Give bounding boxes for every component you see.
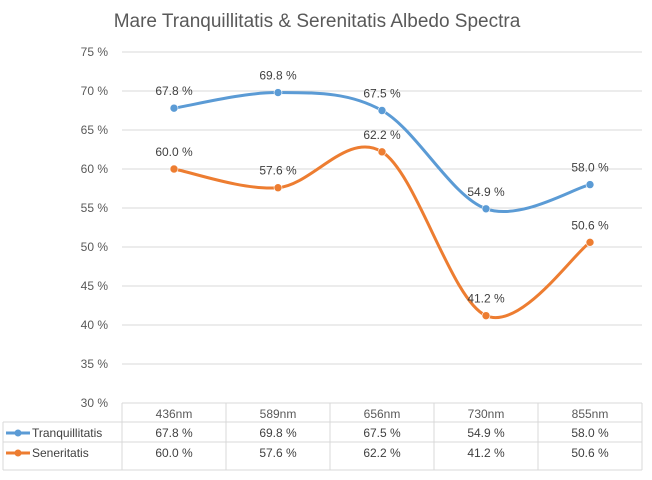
series-line-seneritatis [172, 145, 592, 320]
point-tranquillitatis-855nm [585, 180, 595, 189]
point-seneritatis-436nm [169, 164, 179, 174]
table-cell-seneritatis-436nm: 60.0 % [155, 446, 193, 460]
y-tick-label-35: 35 % [81, 357, 109, 371]
table-cell-tranquillitatis-730nm: 54.9 % [467, 426, 505, 440]
legend-key-marker-tranquillitatis [14, 429, 22, 437]
legend-label-seneritatis: Seneritatis [32, 446, 89, 460]
point-tranquillitatis-589nm [273, 88, 283, 97]
legend-key-marker-seneritatis [14, 449, 22, 457]
y-axis: 30 % 35 % 40 % 45 % 50 % 55 % 60 % 65 % 70 % 75 % [81, 45, 109, 410]
data-label-tranquillitatis-589nm: 69.8 % [259, 69, 297, 83]
table-cell-tranquillitatis-855nm: 58.0 % [571, 426, 609, 440]
point-seneritatis-855nm [585, 238, 595, 247]
gridlines [122, 51, 642, 365]
y-tick-label-75: 75 % [81, 45, 109, 59]
y-tick-label-55: 55 % [81, 201, 109, 215]
y-tick-label-60: 60 % [81, 162, 109, 176]
data-label-seneritatis-730nm: 41.2 % [467, 292, 505, 306]
x-tick-label-730nm: 730nm [468, 407, 505, 421]
table-cell-seneritatis-656nm: 62.2 % [363, 446, 401, 460]
data-points [169, 88, 595, 320]
y-tick-label-40: 40 % [81, 318, 109, 332]
data-label-seneritatis-855nm: 50.6 % [571, 218, 609, 232]
x-tick-label-589nm: 589nm [260, 407, 297, 421]
table-cell-tranquillitatis-436nm: 67.8 % [155, 426, 193, 440]
data-label-tranquillitatis-855nm: 58.0 % [571, 161, 609, 175]
x-tick-label-656nm: 656nm [364, 407, 401, 421]
y-tick-label-30: 30 % [81, 396, 109, 410]
point-seneritatis-656nm [377, 147, 387, 157]
table-cell-seneritatis-730nm: 41.2 % [467, 446, 505, 460]
series-lines [172, 91, 592, 320]
data-labels: 67.8 % 69.8 % 67.5 % 54.9 % 58.0 % 60.0 % 57.6… [155, 69, 609, 306]
y-tick-label-65: 65 % [81, 123, 109, 137]
data-label-seneritatis-436nm: 60.0 % [155, 145, 193, 159]
x-tick-label-855nm: 855nm [572, 407, 609, 421]
table-cell-seneritatis-855nm: 50.6 % [571, 446, 609, 460]
data-label-tranquillitatis-730nm: 54.9 % [467, 185, 505, 199]
point-seneritatis-589nm [273, 183, 283, 193]
table-cell-tranquillitatis-656nm: 67.5 % [363, 426, 401, 440]
table-cell-tranquillitatis-589nm: 69.8 % [259, 426, 297, 440]
chart-title: Mare Tranquillitatis & Serenitatis Albed… [114, 11, 521, 32]
point-seneritatis-730nm [481, 311, 491, 320]
x-tick-label-436nm: 436nm [156, 407, 193, 421]
data-label-seneritatis-656nm: 62.2 % [363, 128, 401, 142]
point-tranquillitatis-436nm [169, 103, 179, 113]
data-label-seneritatis-589nm: 57.6 % [259, 164, 297, 178]
y-tick-label-45: 45 % [81, 279, 109, 293]
point-tranquillitatis-730nm [481, 204, 491, 214]
legend-label-tranquillitatis: Tranquillitatis [32, 426, 102, 440]
point-tranquillitatis-656nm [377, 106, 387, 115]
y-tick-label-50: 50 % [81, 240, 109, 254]
data-label-tranquillitatis-656nm: 67.5 % [363, 87, 401, 101]
y-tick-label-70: 70 % [81, 84, 109, 98]
data-label-tranquillitatis-436nm: 67.8 % [155, 84, 193, 98]
table-cell-seneritatis-589nm: 57.6 % [259, 446, 297, 460]
data-table: 436nm 589nm 656nm 730nm 855nm Tranquillitatis… [2, 402, 643, 471]
